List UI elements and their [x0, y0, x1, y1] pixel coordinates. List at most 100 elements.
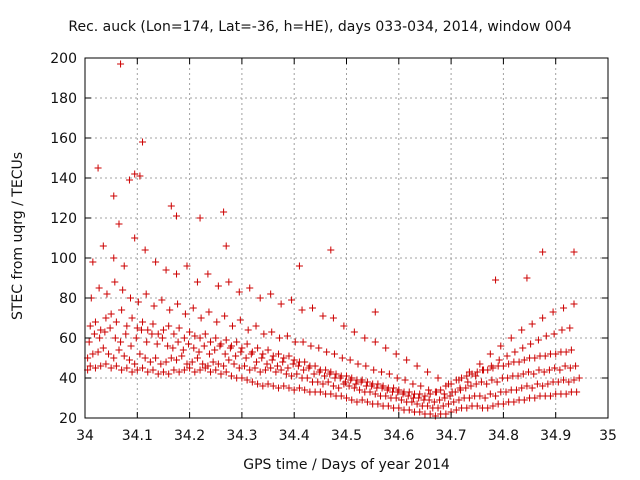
data-point: [539, 248, 547, 256]
data-point: [179, 346, 187, 354]
data-point: [254, 344, 262, 352]
data-point: [566, 364, 574, 372]
data-point: [289, 360, 297, 368]
data-point: [298, 306, 306, 314]
data-point: [535, 366, 543, 374]
data-point: [379, 382, 387, 390]
data-point: [307, 342, 315, 350]
data-point: [170, 366, 178, 374]
data-point: [248, 348, 256, 356]
data-point: [486, 350, 494, 358]
data-point: [220, 208, 228, 216]
data-point: [204, 270, 212, 278]
data-point: [253, 358, 261, 366]
data-point: [149, 366, 157, 374]
data-point: [472, 372, 480, 380]
data-point: [117, 60, 125, 68]
data-point: [139, 364, 147, 372]
data-point: [106, 324, 114, 332]
y-tick-label: 140: [50, 171, 77, 187]
x-tick-label: 34.1: [122, 428, 153, 444]
data-point: [552, 350, 560, 358]
data-point: [413, 362, 421, 370]
data-point: [205, 308, 213, 316]
data-point: [90, 330, 98, 338]
y-tick-label: 100: [50, 251, 77, 267]
data-point: [525, 368, 533, 376]
data-point: [118, 306, 126, 314]
data-point: [390, 384, 398, 392]
data-point: [476, 360, 484, 368]
data-point: [152, 354, 160, 362]
data-point: [290, 386, 298, 394]
data-point: [212, 334, 220, 342]
data-point: [211, 346, 219, 354]
x-tick-label: 35: [599, 428, 617, 444]
data-point: [280, 354, 288, 362]
data-point: [217, 370, 225, 378]
data-point: [275, 384, 283, 392]
data-point: [188, 358, 196, 366]
data-point: [157, 360, 165, 368]
data-point: [527, 340, 535, 348]
data-point: [481, 394, 489, 402]
data-point: [446, 392, 454, 400]
data-point: [276, 334, 284, 342]
data-point: [530, 370, 538, 378]
data-point: [150, 302, 158, 310]
data-point: [358, 396, 366, 404]
data-point: [560, 376, 568, 384]
data-point: [261, 366, 269, 374]
data-point: [97, 326, 105, 334]
data-point: [275, 350, 283, 358]
data-point: [510, 398, 518, 406]
data-point: [311, 362, 319, 370]
data-point: [259, 382, 267, 390]
data-point: [301, 386, 309, 394]
data-point: [213, 318, 221, 326]
data-point: [465, 394, 473, 402]
data-point: [232, 352, 240, 360]
data-point: [455, 376, 463, 384]
data-point: [415, 394, 423, 402]
data-point: [319, 312, 327, 320]
data-point: [254, 380, 262, 388]
data-point: [237, 348, 245, 356]
data-point: [332, 370, 340, 378]
data-point: [148, 330, 156, 338]
data-point: [551, 364, 559, 372]
data-point: [395, 404, 403, 412]
data-point: [533, 380, 541, 388]
data-point: [260, 330, 268, 338]
data-point: [467, 382, 475, 390]
data-point: [487, 362, 495, 370]
data-point: [133, 366, 141, 374]
data-point: [440, 390, 448, 398]
data-point: [120, 262, 128, 270]
data-point: [120, 352, 128, 360]
data-point: [480, 366, 488, 374]
data-point: [123, 322, 131, 330]
data-point: [221, 350, 229, 358]
data-point: [143, 338, 151, 346]
data-point: [95, 284, 103, 292]
data-point: [173, 270, 181, 278]
data-point: [221, 312, 229, 320]
data-point: [243, 340, 251, 348]
data-point: [299, 338, 307, 346]
data-point: [523, 274, 531, 282]
data-point: [228, 322, 236, 330]
data-point: [241, 362, 249, 370]
data-point: [243, 376, 251, 384]
data-point: [242, 354, 250, 362]
data-point: [166, 306, 174, 314]
data-point: [324, 378, 332, 386]
data-point: [227, 342, 235, 350]
data-point: [141, 246, 149, 254]
data-point: [518, 326, 526, 334]
data-point: [167, 354, 175, 362]
data-point: [107, 364, 115, 372]
data-point: [502, 388, 510, 396]
data-point: [374, 380, 382, 388]
data-point: [209, 358, 217, 366]
